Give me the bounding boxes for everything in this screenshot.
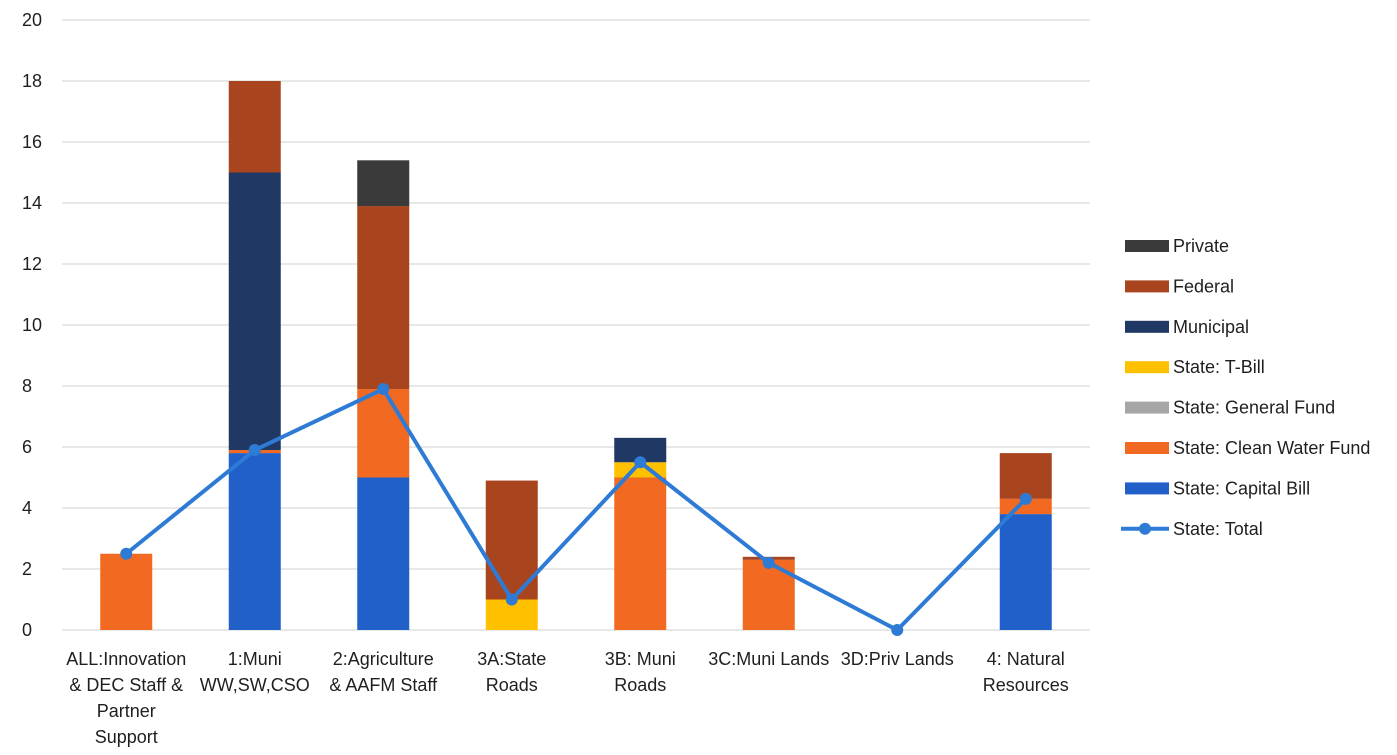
x-axis-labels: ALL:Innovation & DEC Staff & Partner Suppor…: [66, 649, 1069, 747]
legend-swatch: [1125, 240, 1169, 252]
bar-segment: [228, 453, 281, 630]
line-point: [891, 624, 904, 636]
legend-label: State: T-Bill: [1173, 357, 1265, 377]
state-total-line: [120, 383, 1032, 636]
bars: [100, 81, 1052, 630]
y-tick-label: 0: [22, 620, 32, 640]
x-tick-label: 3D:Priv Lands: [841, 649, 954, 669]
y-tick-label: 6: [22, 437, 32, 457]
y-tick-label: 16: [22, 132, 42, 152]
bar-segment: [999, 514, 1052, 630]
legend: Private Federal Municipal State: T-Bill Stat…: [1121, 236, 1370, 539]
bar-segment: [228, 81, 281, 173]
y-tick-label: 4: [22, 498, 32, 518]
legend-swatch: [1125, 442, 1169, 454]
x-tick-label: 3C:Muni Lands: [708, 649, 829, 669]
bar-segment: [100, 553, 153, 630]
legend-label: Municipal: [1173, 317, 1249, 337]
x-tick-label: 4: Natural Resources: [983, 649, 1069, 695]
line-path: [124, 387, 1028, 632]
legend-swatch: [1125, 401, 1169, 414]
bar-segment: [228, 172, 281, 451]
x-tick-label: 3B: Muni Roads: [605, 649, 676, 695]
legend-swatch: [1125, 482, 1169, 495]
legend-marker: [1139, 522, 1151, 535]
line-point: [762, 556, 775, 569]
y-axis: 0 2 4 6 8 10 12 14 16 18 20: [22, 10, 42, 640]
y-tick-label: 2: [22, 559, 32, 579]
line-point: [248, 444, 261, 457]
y-tick-label: 14: [22, 193, 42, 213]
y-tick-label: 10: [22, 315, 42, 335]
line-point: [505, 593, 518, 606]
x-tick-label: 2:Agriculture & AAFM Staff: [329, 649, 438, 695]
bar-segment: [357, 206, 410, 390]
line-point: [377, 383, 390, 396]
legend-label: Federal: [1173, 276, 1234, 296]
legend-swatch: [1125, 280, 1169, 293]
legend-label: State: Total: [1173, 519, 1263, 539]
gridlines: [62, 19, 1090, 631]
line-point: [120, 547, 133, 560]
legend-swatch: [1125, 320, 1169, 333]
x-tick-label: ALL:Innovation & DEC Staff & Partner Suppor…: [66, 649, 186, 747]
bar-segment: [357, 160, 410, 207]
legend-label: State: Clean Water Fund: [1173, 438, 1370, 458]
y-tick-label: 18: [22, 71, 42, 91]
bar-segment: [357, 477, 410, 630]
legend-label: State: General Fund: [1173, 398, 1335, 418]
bar-segment: [357, 389, 410, 478]
bar-segment: [614, 477, 667, 630]
legend-label: State: Capital Bill: [1173, 478, 1310, 498]
x-tick-label: 3A:State Roads: [477, 649, 546, 695]
legend-swatch: [1125, 361, 1169, 374]
y-tick-label: 12: [22, 254, 42, 274]
y-tick-label: 8: [22, 376, 32, 396]
line-point: [1019, 492, 1032, 505]
y-tick-label: 20: [22, 10, 42, 30]
x-tick-label: 1:Muni WW,SW,CSO: [200, 649, 310, 695]
bar-segment: [999, 453, 1052, 499]
line-point: [634, 456, 647, 469]
legend-label: Private: [1173, 236, 1229, 256]
